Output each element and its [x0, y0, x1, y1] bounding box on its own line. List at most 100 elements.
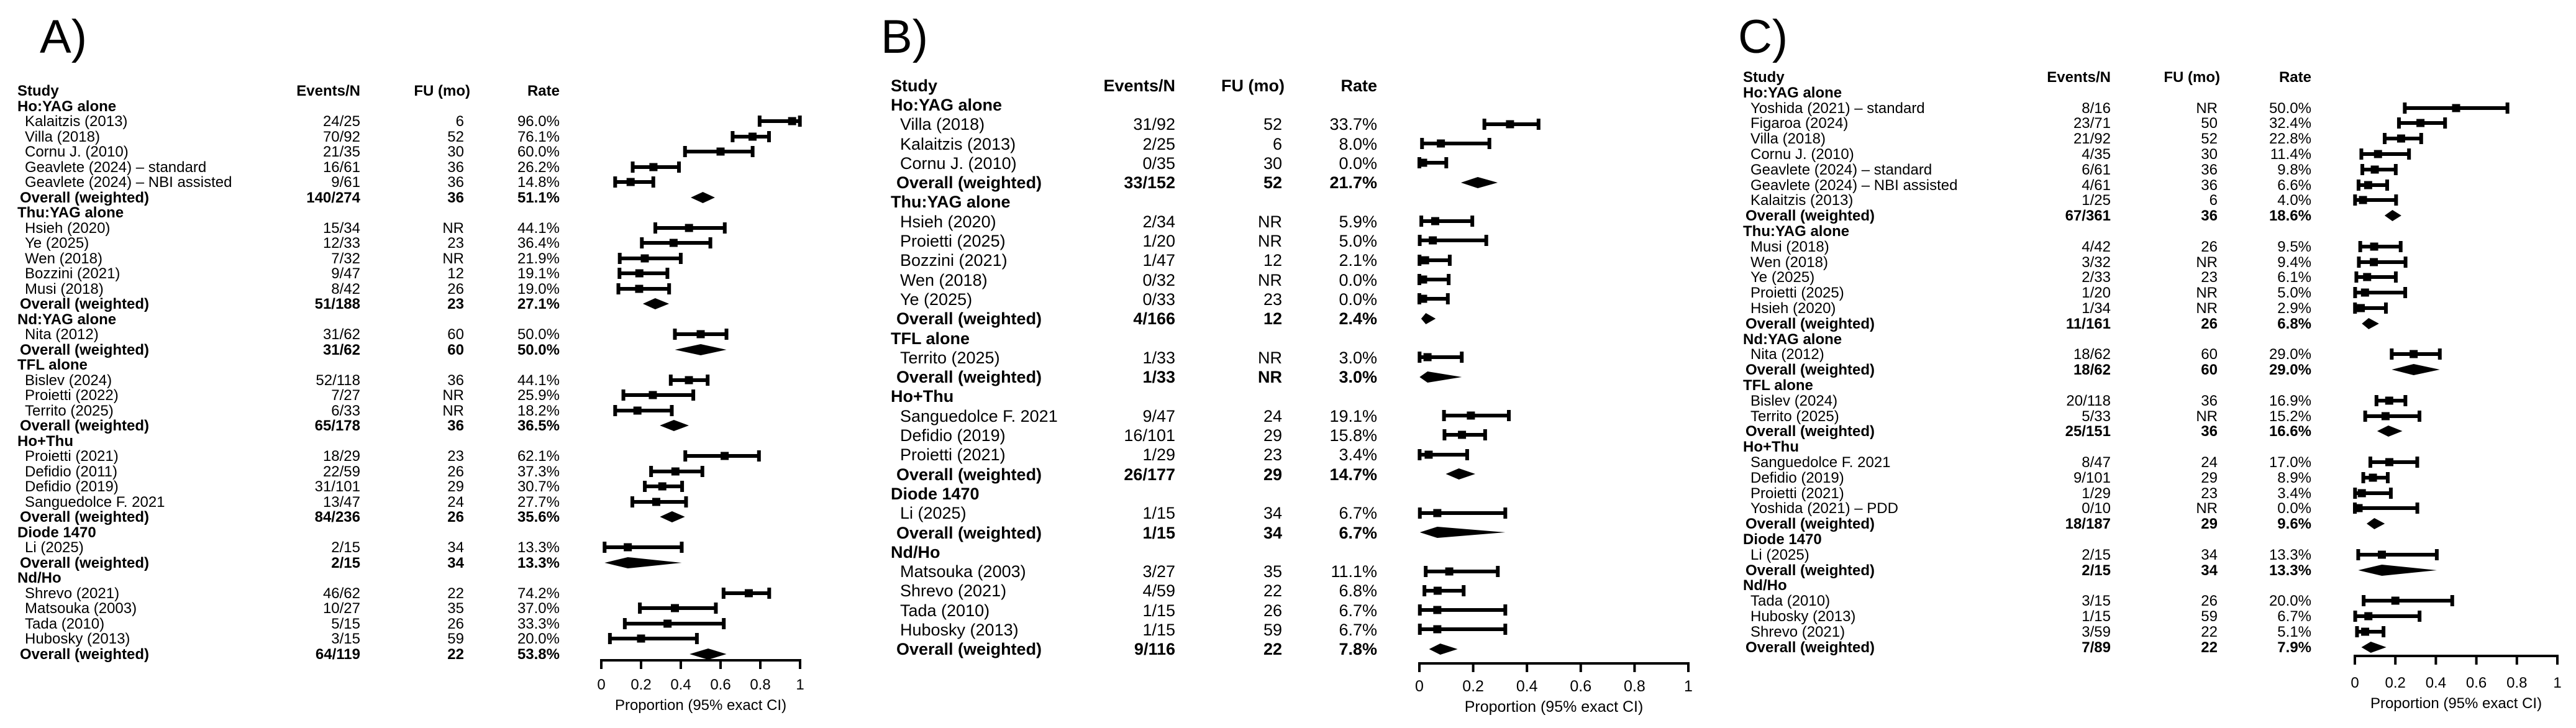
fu-cell: NR [1258, 271, 1282, 289]
point-estimate-marker [2385, 458, 2393, 466]
ci-cap-right [2403, 287, 2408, 298]
ci-cap-left [603, 542, 607, 553]
ci-cap-right [2398, 241, 2403, 252]
point-estimate-marker [2370, 242, 2378, 251]
rate-cell: 35.6% [517, 509, 560, 526]
x-axis-tick [1633, 663, 1636, 672]
study-name-cell: Bislev (2024) [25, 372, 112, 389]
x-axis-tick-label: 0.6 [710, 676, 730, 693]
ci-cap-right [1470, 216, 1475, 227]
fu-cell: 26 [447, 463, 464, 480]
ci-cap-left [1418, 604, 1422, 616]
events-cell: 22/59 [322, 463, 360, 480]
events-cell: 2/33 [2082, 269, 2111, 286]
events-cell: 4/61 [2082, 177, 2111, 194]
ci-cap-left [630, 162, 635, 173]
point-estimate-marker [1419, 294, 1427, 303]
ci-cap-left [2368, 457, 2372, 468]
ci-cap-right [708, 237, 712, 248]
events-cell: 0/35 [1142, 154, 1175, 173]
ci-cap-right [2417, 411, 2421, 422]
study-name-cell: Li (2025) [25, 539, 84, 556]
point-estimate-marker [2370, 258, 2378, 266]
x-axis-tick [799, 660, 801, 669]
rate-cell: 5.1% [2277, 624, 2311, 640]
events-cell: 1/34 [2082, 300, 2111, 317]
fu-cell: NR [2196, 408, 2218, 425]
summary-diamond [2366, 518, 2385, 529]
ci-cap-left [2403, 102, 2407, 114]
events-cell: 15/34 [322, 220, 360, 237]
point-estimate-marker [2363, 273, 2372, 281]
fu-cell: NR [442, 250, 464, 267]
rate-cell: 36.4% [517, 235, 560, 252]
ci-bar [2357, 630, 2384, 634]
ci-cap-right [651, 176, 655, 188]
ci-cap-right [757, 450, 761, 462]
point-estimate-marker [2416, 119, 2425, 127]
events-cell: 67/361 [2065, 207, 2111, 224]
group-header-row: Ho:YAG alone [1743, 84, 1842, 101]
study-name-cell: Geavlete (2024) – NBI assisted [25, 174, 232, 191]
group-header-row: Diode 1470 [1743, 531, 1822, 548]
rate-cell: 3.0% [1339, 368, 1377, 386]
ci-cap-left [757, 116, 762, 127]
rate-cell: 6.1% [2277, 269, 2311, 286]
rate-cell: 7.9% [2277, 639, 2311, 656]
ci-cap-left [2355, 626, 2359, 637]
events-cell: 24/25 [322, 113, 360, 130]
fu-cell: 24 [1263, 407, 1282, 425]
fu-cell: 36 [2201, 207, 2218, 224]
ci-cap-right [1496, 566, 1500, 577]
ci-cap-right [1445, 293, 1450, 304]
ci-cap-right [2434, 549, 2439, 560]
events-cell: 2/15 [2082, 547, 2111, 563]
ci-bar [1424, 589, 1464, 593]
x-axis-tick-label: 0.8 [1624, 678, 1645, 695]
fu-cell: 22 [1263, 581, 1282, 600]
study-name-cell: Proietti (2025) [1750, 284, 1844, 301]
ci-cap-right [1460, 352, 1464, 363]
group-header-row: Ho:YAG alone [17, 98, 117, 115]
rate-cell: 62.1% [517, 448, 560, 465]
point-estimate-marker [1429, 236, 1437, 245]
ci-cap-right [665, 268, 670, 279]
fu-cell: 60 [447, 342, 464, 358]
ci-cap-left [1418, 235, 1422, 246]
rate-cell: 32.4% [2269, 115, 2311, 132]
events-cell: 2/15 [331, 539, 360, 556]
events-cell: 7/27 [331, 387, 360, 404]
point-estimate-marker [2364, 181, 2372, 189]
ci-cap-right [1483, 429, 1487, 440]
ci-cap-right [2388, 488, 2393, 499]
study-name-cell: Hubosky (2013) [900, 621, 1019, 639]
study-name-cell: Hubosky (2013) [1750, 608, 1856, 625]
point-estimate-marker [2410, 350, 2418, 358]
x-axis-tick [2394, 656, 2397, 665]
study-name-cell: Cornu J. (2010) [1750, 146, 1854, 163]
rate-cell: 44.1% [517, 220, 560, 237]
events-cell: 0/32 [1142, 271, 1175, 289]
events-cell: 9/116 [1134, 640, 1175, 658]
events-cell: 1/20 [2082, 284, 2111, 301]
point-estimate-marker [635, 269, 644, 278]
ci-cap-right [667, 283, 671, 294]
group-header-row: Nd:YAG alone [17, 311, 117, 328]
events-cell: 9/47 [331, 265, 360, 282]
ci-cap-right [2443, 117, 2447, 129]
x-axis-tick-label: 0.6 [2466, 675, 2487, 691]
fu-cell: 22 [1263, 640, 1282, 658]
fu-cell: 30 [2201, 146, 2218, 163]
x-axis-tick [1526, 663, 1529, 672]
study-name-cell: Tada (2010) [1750, 593, 1831, 609]
ci-cap-left [721, 588, 726, 599]
study-name-cell: Overall (weighted) [1745, 362, 1875, 378]
column-header-rate: Rate [527, 83, 560, 99]
events-cell: 2/15 [331, 555, 360, 571]
ci-cap-left [673, 329, 677, 340]
rate-cell: 5.0% [2277, 284, 2311, 301]
summary-diamond [2392, 364, 2440, 375]
rate-cell: 37.0% [517, 600, 560, 617]
x-axis-title: Proportion (95% exact CI) [2370, 695, 2542, 712]
summary-diamond [691, 192, 715, 203]
